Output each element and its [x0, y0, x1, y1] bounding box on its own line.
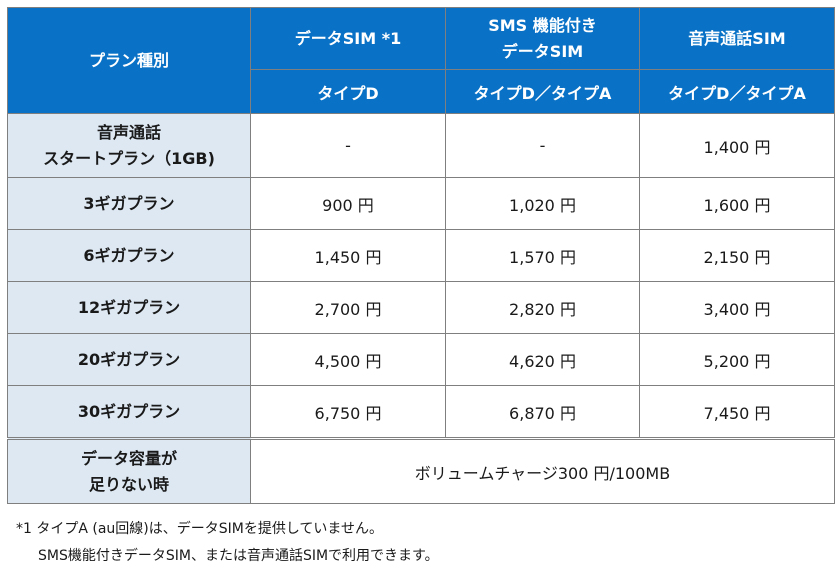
table-row: 3ギガプラン 900 円 1,020 円 1,600 円 [7, 177, 835, 230]
price-cell: 1,400 円 [639, 113, 835, 178]
footnote-1: *1 タイプA (au回線)は、データSIMを提供していません。 [16, 521, 384, 537]
shortage-label-line2: 足りない時 [88, 474, 169, 494]
sms-header-line2: データSIM [501, 41, 584, 61]
row-header: 30ギガプラン [7, 385, 251, 439]
row-header-shortage: データ容量が 足りない時 [7, 437, 251, 504]
price-cell: 2,150 円 [639, 229, 835, 282]
row-header-start-plan: 音声通話 スタートプラン（1GB) [7, 113, 251, 178]
row-header-line2: スタートプラン（1GB) [43, 148, 215, 168]
price-cell: 4,620 円 [445, 333, 640, 386]
price-cell: 1,600 円 [639, 177, 835, 230]
price-cell: 1,450 円 [250, 229, 446, 282]
plan-price-table: プラン種別 データSIM *1 SMS 機能付き データSIM 音声通話SIM … [7, 7, 835, 504]
sms-header-line1: SMS 機能付き [488, 15, 597, 35]
voice-sim-header-label: 音声通話SIM [688, 28, 786, 48]
price-cell: - [250, 113, 446, 178]
data-sim-header-label: データSIM *1 [294, 28, 402, 48]
row-header: 20ギガプラン [7, 333, 251, 386]
price-cell: 4,500 円 [250, 333, 446, 386]
row-header: 12ギガプラン [7, 281, 251, 334]
voice-sim-header: 音声通話SIM [639, 7, 835, 70]
table-row: データ容量が 足りない時 ボリュームチャージ300 円/100MB [7, 437, 835, 504]
price-cell: 6,870 円 [445, 385, 640, 439]
voice-sim-type-header: タイプD／タイプA [639, 69, 835, 114]
price-cell: 5,200 円 [639, 333, 835, 386]
data-sim-header: データSIM *1 [250, 7, 446, 70]
volume-charge-cell: ボリュームチャージ300 円/100MB [250, 437, 835, 504]
price-cell: 1,020 円 [445, 177, 640, 230]
row-header: 6ギガプラン [7, 229, 251, 282]
price-cell: 2,820 円 [445, 281, 640, 334]
price-cell: 3,400 円 [639, 281, 835, 334]
row-header: 3ギガプラン [7, 177, 251, 230]
row-header-line1: 音声通話 [96, 122, 161, 142]
shortage-label-line1: データ容量が [80, 448, 177, 468]
price-cell: 1,570 円 [445, 229, 640, 282]
table-row: 12ギガプラン 2,700 円 2,820 円 3,400 円 [7, 281, 835, 334]
price-cell: 6,750 円 [250, 385, 446, 439]
price-cell: - [445, 113, 640, 178]
table-row: 20ギガプラン 4,500 円 4,620 円 5,200 円 [7, 333, 835, 386]
table-row: 30ギガプラン 6,750 円 6,870 円 7,450 円 [7, 385, 835, 439]
data-sim-type-header: タイプD [250, 69, 446, 114]
price-cell: 2,700 円 [250, 281, 446, 334]
sms-sim-type-header: タイプD／タイプA [445, 69, 640, 114]
plan-type-header: プラン種別 [7, 7, 251, 114]
table-row: 音声通話 スタートプラン（1GB) - - 1,400 円 [7, 113, 835, 178]
price-cell: 900 円 [250, 177, 446, 230]
sms-data-sim-header: SMS 機能付き データSIM [445, 7, 640, 70]
price-cell: 7,450 円 [639, 385, 835, 439]
footnote-2: SMS機能付きデータSIM、または音声通話SIMで利用できます。 [38, 548, 439, 564]
table-row: 6ギガプラン 1,450 円 1,570 円 2,150 円 [7, 229, 835, 282]
